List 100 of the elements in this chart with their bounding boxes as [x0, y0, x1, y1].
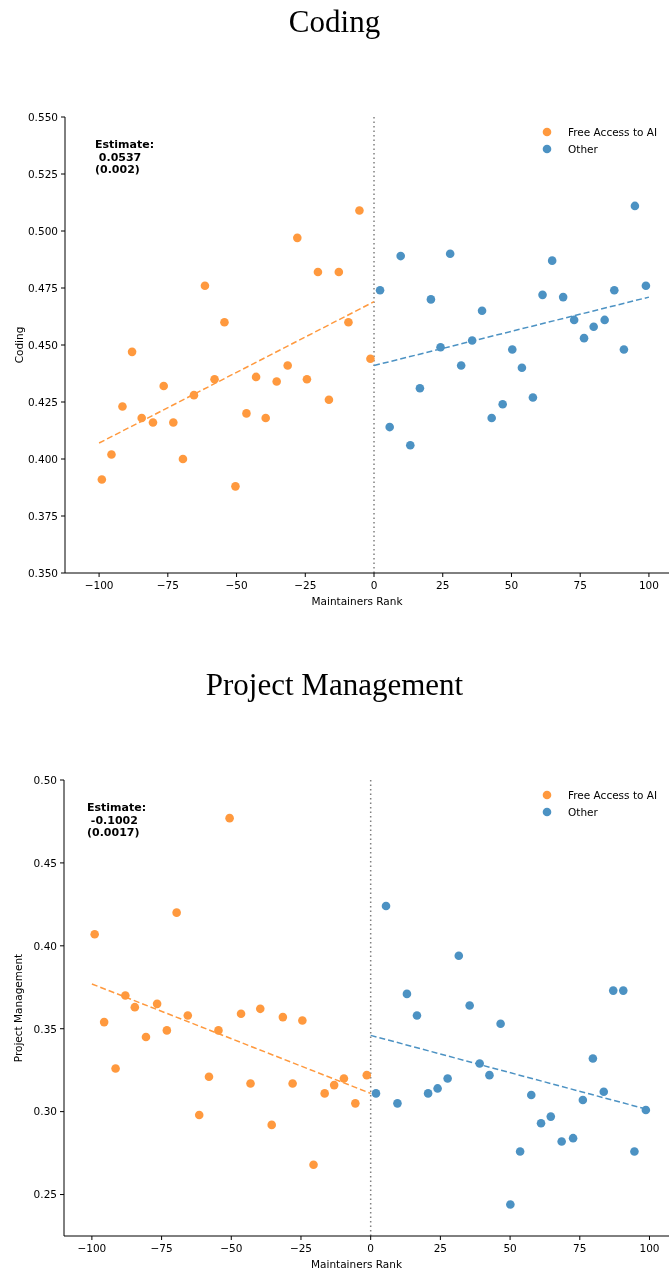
point: [225, 813, 234, 823]
point: [578, 1095, 588, 1105]
point: [194, 1110, 204, 1120]
point: [298, 1016, 307, 1025]
x-tick-label: 50: [504, 579, 519, 591]
point: [396, 251, 405, 261]
x-tick-label: 25: [433, 1242, 448, 1254]
point: [320, 1089, 329, 1098]
point: [371, 1089, 381, 1098]
point: [569, 315, 579, 325]
point: [630, 201, 640, 211]
point: [302, 374, 312, 384]
chart-title: Coding: [288, 4, 381, 39]
point: [204, 1072, 214, 1082]
x-tick-label: 0: [370, 579, 378, 591]
point: [334, 267, 344, 277]
point: [148, 418, 158, 427]
point: [127, 347, 137, 357]
point: [558, 292, 568, 302]
point: [130, 1002, 140, 1012]
x-tick-label: −100: [77, 1242, 107, 1254]
point: [99, 1017, 109, 1027]
point: [251, 372, 261, 382]
point: [255, 1004, 265, 1014]
x-tick-label: 75: [573, 579, 587, 591]
point: [608, 986, 618, 995]
y-tick-label: 0.40: [33, 939, 57, 952]
point: [406, 441, 415, 450]
x-tick-label: −25: [294, 579, 317, 591]
point: [214, 1026, 223, 1035]
x-tick-label: 75: [573, 1242, 587, 1254]
point: [402, 989, 412, 999]
point: [267, 1120, 277, 1130]
annotation: Estimate: 0.0537 (0.002): [95, 138, 155, 176]
point: [242, 409, 251, 418]
y-tick-label: 0.500: [27, 224, 58, 237]
y-tick-label: 0.50: [33, 773, 57, 786]
x-tick-label: 50: [503, 1242, 517, 1254]
point: [97, 475, 107, 484]
point: [152, 999, 162, 1009]
point: [351, 1099, 360, 1108]
point: [339, 1074, 349, 1083]
point: [412, 1011, 422, 1020]
point: [456, 361, 466, 370]
point: [283, 361, 292, 370]
legend-label: Free Access to AI: [568, 789, 658, 801]
point: [355, 206, 364, 215]
point: [200, 281, 210, 291]
point: [381, 901, 391, 911]
y-tick-label: 0.425: [27, 395, 58, 408]
x-tick-label: 100: [639, 1242, 660, 1254]
y-tick-label: 0.35: [33, 1022, 57, 1035]
point: [515, 1147, 525, 1156]
point: [178, 454, 188, 464]
y-tick-label: 0.25: [33, 1188, 57, 1201]
y-tick-label: 0.525: [27, 167, 58, 180]
legend-label: Other: [568, 143, 599, 155]
x-tick-label: −50: [225, 579, 248, 591]
point: [536, 1118, 546, 1128]
x-tick-label: −25: [289, 1242, 313, 1254]
point: [415, 384, 425, 393]
legend-label: Other: [568, 806, 599, 818]
chart-title: Project Management: [205, 667, 464, 702]
point: [375, 285, 385, 295]
point: [261, 413, 270, 423]
point: [278, 1012, 288, 1022]
point: [599, 1087, 609, 1097]
point: [309, 1160, 318, 1169]
point: [496, 1019, 505, 1029]
point: [210, 374, 219, 384]
point: [546, 1112, 556, 1121]
point: [465, 1001, 474, 1010]
x-axis-title: Maintainers Rank: [310, 1258, 403, 1270]
x-axis-title: Maintainers Rank: [311, 595, 404, 607]
point: [641, 281, 651, 291]
point: [538, 290, 547, 300]
point: [485, 1070, 494, 1080]
point: [172, 908, 181, 917]
point: [246, 1079, 255, 1088]
y-tick-label: 0.475: [27, 281, 58, 294]
y-tick-label: 0.45: [33, 856, 57, 869]
point: [477, 306, 487, 316]
point: [162, 1026, 172, 1035]
point: [445, 249, 455, 259]
point: [443, 1074, 452, 1083]
y-tick-label: 0.450: [27, 338, 58, 351]
point: [547, 256, 557, 265]
point: [231, 482, 240, 491]
point: [344, 317, 353, 327]
x-tick-label: −100: [84, 579, 114, 591]
point: [183, 1011, 193, 1020]
point: [619, 345, 629, 354]
point: [423, 1089, 433, 1098]
point: [526, 1090, 536, 1100]
y-tick-label: 0.350: [27, 566, 58, 579]
point: [506, 1200, 515, 1209]
point: [385, 422, 394, 432]
point: [618, 986, 628, 995]
point: [589, 322, 598, 332]
y-tick-label: 0.400: [27, 452, 58, 465]
